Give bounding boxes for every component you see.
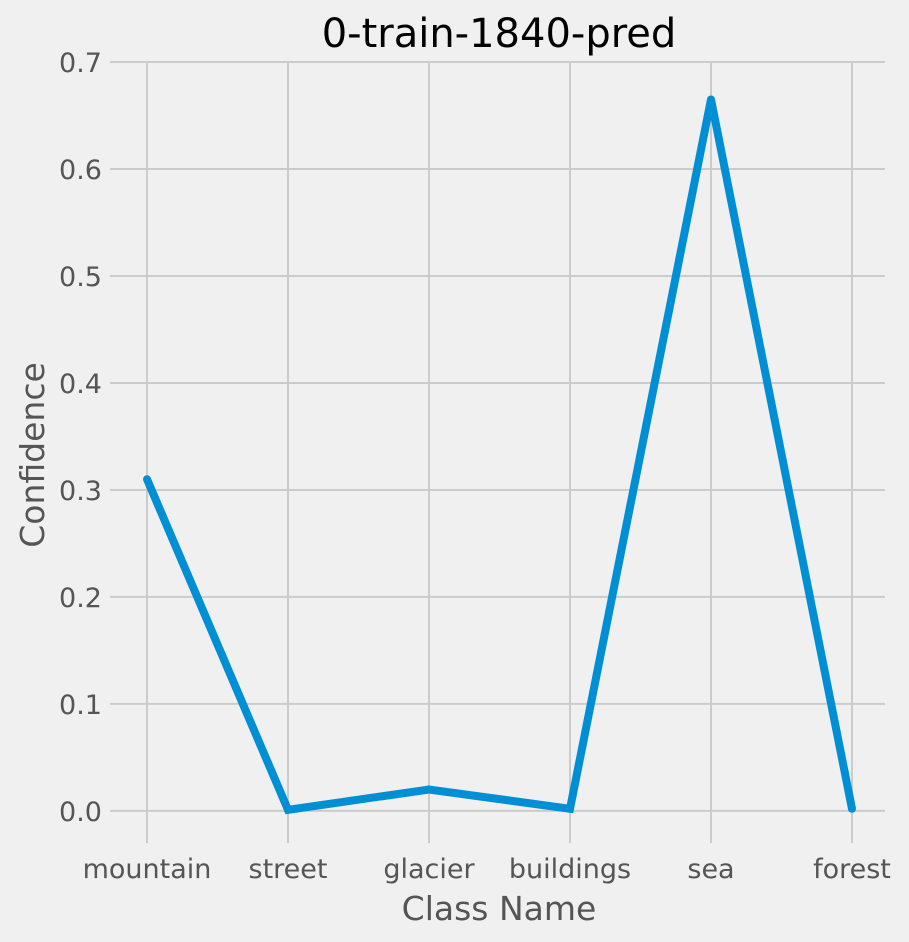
chart-title: 0-train-1840-pred <box>322 11 677 57</box>
x-tick-label-mountain: mountain <box>83 854 212 885</box>
y-tick-label: 0.4 <box>59 369 102 400</box>
y-tick-label: 0.6 <box>59 155 102 186</box>
y-tick-label: 0.3 <box>59 476 102 507</box>
y-tick-label: 0.7 <box>59 48 102 79</box>
data-point-mountain <box>143 475 151 484</box>
data-point-forest <box>848 804 856 813</box>
x-tick-label-buildings: buildings <box>509 854 631 885</box>
x-tick-label-street: street <box>249 854 328 885</box>
y-tick-label: 0.1 <box>59 690 102 721</box>
data-point-glacier <box>425 785 433 794</box>
x-tick-labels: mountain street glacier buildings sea forest <box>83 854 891 885</box>
data-point-street <box>284 805 292 814</box>
y-tick-label: 0.5 <box>59 262 102 293</box>
grid <box>110 61 885 843</box>
x-tick-label-forest: forest <box>813 854 891 885</box>
data-point-buildings <box>566 804 574 813</box>
y-tick-label: 0.2 <box>59 583 102 614</box>
y-tick-labels: 0.0 0.1 0.2 0.3 0.4 0.5 0.6 0.7 <box>59 48 102 828</box>
y-axis-label: Confidence <box>13 362 52 548</box>
x-axis-label: Class Name <box>402 889 597 928</box>
x-tick-label-sea: sea <box>687 854 734 885</box>
series-line-0 <box>143 98 856 815</box>
x-tick-label-glacier: glacier <box>383 854 475 885</box>
series-layer <box>143 95 856 815</box>
data-point-sea <box>707 95 715 104</box>
y-tick-label: 0.0 <box>59 797 102 828</box>
